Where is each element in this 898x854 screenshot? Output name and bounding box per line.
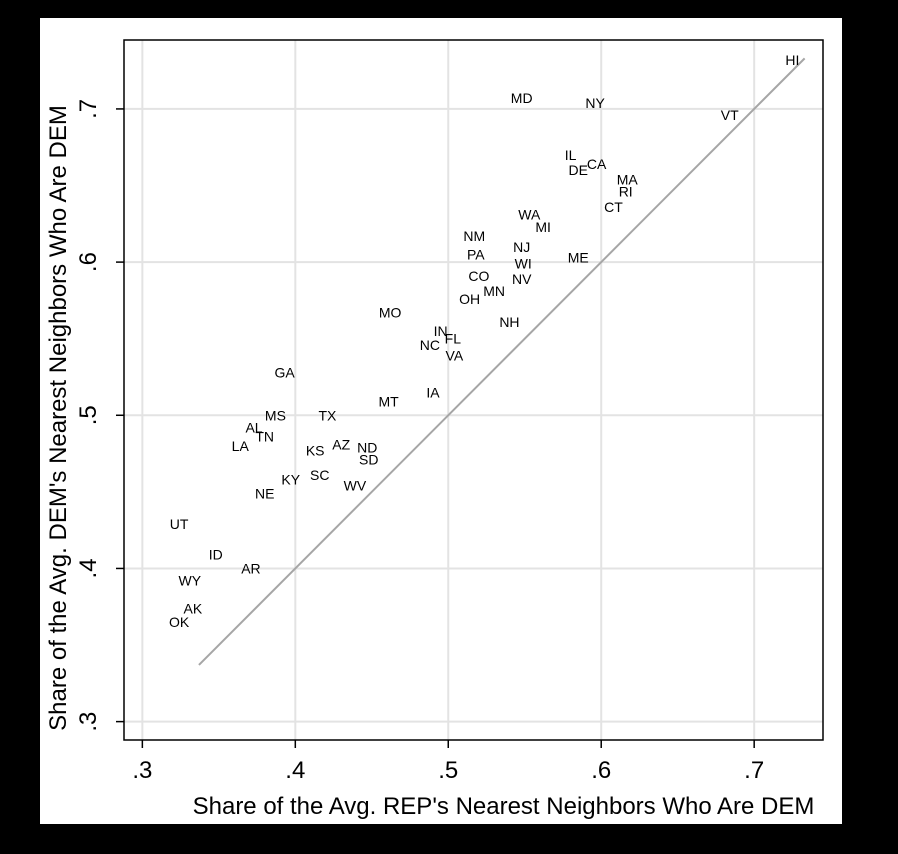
gridlines [124,40,823,740]
point-label-hi: HI [785,52,799,68]
point-label-ak: AK [183,600,202,616]
point-label-ny: NY [585,95,605,111]
point-label-id: ID [209,547,223,563]
point-label-co: CO [468,268,489,284]
point-label-ok: OK [169,614,190,630]
y-tick-label-3: .6 [75,252,102,272]
reference-line [198,57,806,666]
point-label-nm: NM [463,228,485,244]
point-label-ut: UT [170,516,189,532]
tick-labels: .3 .4 .5 .6 .7 .3 .4 .5 .6 .7 [75,99,764,784]
point-label-pa: PA [467,246,485,262]
point-label-nd: ND [357,439,377,455]
point-label-sc: SC [310,467,329,483]
x-tick-label-2: .5 [438,757,458,784]
x-tick-label-3: .6 [591,757,611,784]
y-tick-label-4: .7 [75,99,102,119]
point-label-nj: NJ [513,239,530,255]
point-label-wy: WY [178,573,201,589]
point-label-nv: NV [512,271,532,287]
point-label-nh: NH [499,314,519,330]
reference-line-group [198,57,806,666]
point-label-tx: TX [318,407,337,423]
y-tick-label-0: .3 [75,712,102,732]
x-tick-label-0: .3 [132,757,152,784]
point-label-ky: KY [281,472,300,488]
point-label-mn: MN [483,283,505,299]
point-label-oh: OH [459,291,480,307]
point-label-ga: GA [274,364,295,380]
point-label-ia: IA [426,384,440,400]
point-label-tn: TN [255,429,274,445]
point-label-ks: KS [306,443,325,459]
point-label-me: ME [568,250,589,266]
point-label-va: VA [446,348,464,364]
point-label-md: MD [511,90,533,106]
point-label-ms: MS [265,407,286,423]
point-label-wi: WI [515,256,532,272]
point-label-mt: MT [379,393,400,409]
point-label-mo: MO [379,305,402,321]
y-tick-label-2: .5 [75,405,102,425]
x-tick-label-4: .7 [744,757,764,784]
point-label-ri: RI [619,184,633,200]
point-label-ma: MA [617,171,639,187]
point-label-al: AL [245,420,262,436]
point-label-wa: WA [518,207,541,223]
point-label-az: AZ [332,436,350,452]
point-label-wv: WV [344,478,367,494]
point-label-in: IN [434,323,448,339]
x-axis-title: Share of the Avg. REP's Nearest Neighbor… [193,793,815,820]
x-tick-label-1: .4 [285,757,305,784]
point-label-vt: VT [721,107,739,123]
point-label-ct: CT [604,199,623,215]
point-label-ar: AR [241,560,260,576]
point-label-ca: CA [587,156,607,172]
y-axis-title: Share of the Avg. DEM's Nearest Neighbor… [45,105,72,731]
point-label-il: IL [565,147,577,163]
point-label-nc: NC [420,337,440,353]
plot-frame [123,39,824,741]
point-label-mi: MI [535,219,551,235]
point-label-sd: SD [359,452,378,468]
axes [116,39,824,748]
y-tick-label-1: .4 [75,558,102,578]
point-label-la: LA [232,438,250,454]
chart-figure: .3.4.5.6.7.3.4.5.6.7 HI MD NY VT IL CA DE MA RI C… [40,18,842,824]
point-label-de: DE [569,162,588,178]
point-label-ne: NE [255,485,274,501]
point-label-fl: FL [445,331,462,347]
